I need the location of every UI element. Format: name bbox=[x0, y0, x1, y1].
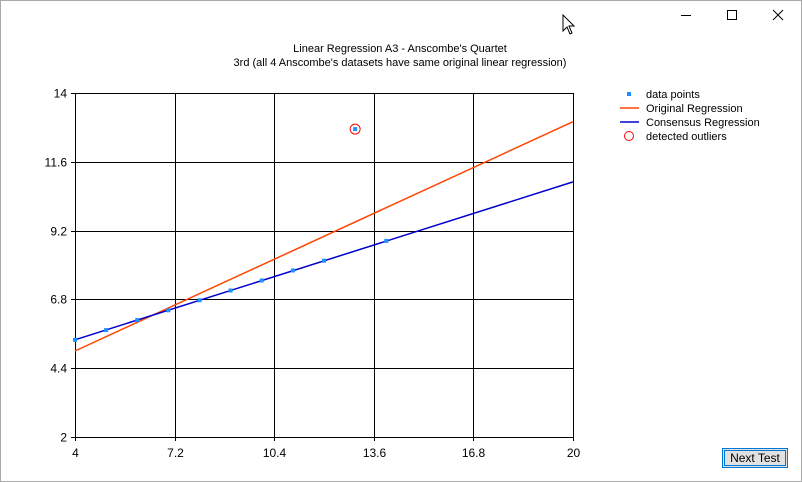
legend-label: detected outliers bbox=[646, 131, 727, 143]
chart-title: Linear Regression A3 - Anscombe's Quarte… bbox=[293, 43, 507, 55]
x-tick-label: 16.8 bbox=[462, 446, 486, 460]
data-point bbox=[384, 238, 389, 243]
y-tick-label: 14 bbox=[54, 87, 68, 101]
data-point bbox=[290, 268, 295, 273]
legend-marker-points bbox=[627, 92, 631, 96]
minimize-button[interactable] bbox=[663, 0, 709, 30]
data-point bbox=[197, 298, 202, 303]
data-point bbox=[228, 288, 233, 293]
chart-subtitle: 3rd (all 4 Anscombe's datasets have same… bbox=[234, 57, 567, 69]
data-point bbox=[166, 308, 171, 313]
next-test-button[interactable]: Next Test bbox=[722, 448, 788, 468]
plot-area bbox=[73, 120, 574, 352]
legend: data points Original Regression Consensus … bbox=[620, 89, 760, 143]
legend-marker-circle bbox=[624, 131, 634, 141]
data-point bbox=[322, 258, 326, 263]
legend-label: Consensus Regression bbox=[646, 117, 760, 129]
axes: 4 7.2 10.4 13.6 16.8 20 2 4.4 6.8 9.2 11.6 14 bbox=[45, 87, 581, 461]
y-tick-label: 9.2 bbox=[50, 225, 67, 239]
x-tick-label: 13.6 bbox=[363, 446, 387, 460]
legend-label: data points bbox=[646, 89, 700, 101]
mouse-cursor-icon bbox=[562, 14, 576, 35]
y-tick-label: 11.6 bbox=[45, 156, 68, 170]
data-point bbox=[259, 278, 264, 283]
data-point bbox=[73, 337, 77, 342]
x-tick-label: 7.2 bbox=[167, 446, 184, 460]
outlier-marker bbox=[349, 123, 361, 135]
data-point bbox=[353, 127, 358, 132]
y-tick-label: 2 bbox=[60, 431, 67, 445]
data-point bbox=[135, 318, 140, 323]
close-icon bbox=[772, 9, 784, 21]
x-tick-label: 20 bbox=[567, 446, 581, 460]
grid bbox=[71, 93, 574, 441]
maximize-icon bbox=[727, 10, 737, 20]
minimize-icon bbox=[681, 15, 691, 16]
maximize-button[interactable] bbox=[709, 0, 755, 30]
y-tick-label: 6.8 bbox=[50, 293, 67, 307]
legend-label: Original Regression bbox=[646, 103, 743, 115]
data-point bbox=[104, 328, 109, 333]
close-button[interactable] bbox=[755, 0, 801, 30]
y-tick-label: 4.4 bbox=[50, 362, 67, 376]
x-tick-label: 10.4 bbox=[263, 446, 287, 460]
x-tick-label: 4 bbox=[72, 446, 79, 460]
